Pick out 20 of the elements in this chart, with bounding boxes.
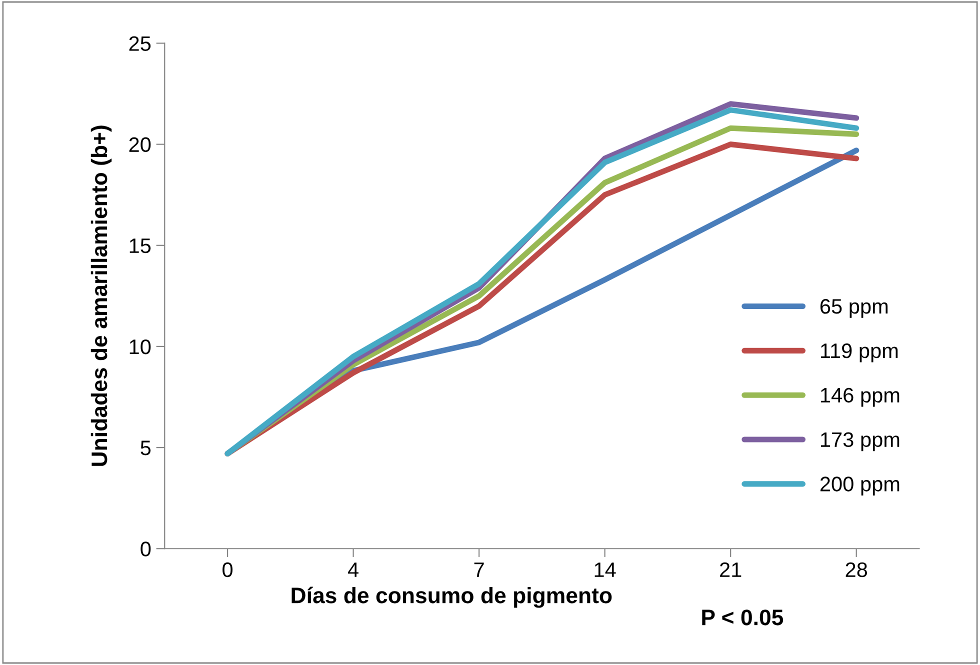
x-axis-title: Días de consumo de pigmento (292, 586, 612, 608)
legend-label: 146 ppm (821, 388, 900, 407)
x-tick-label: 0 (222, 562, 232, 578)
legend-label: 200 ppm (820, 476, 900, 496)
x-tick-label: 14 (594, 562, 616, 577)
y-tick-label: 15 (130, 238, 151, 254)
x-tick-label: 7 (474, 562, 484, 577)
x-tick-label: 28 (846, 562, 868, 578)
legend-label: 65 ppm (820, 299, 888, 318)
y-tick-label: 25 (129, 36, 151, 51)
y-tick-label: 0 (140, 542, 151, 556)
y-tick-label: 20 (129, 137, 151, 152)
legend-label: 173 ppm (821, 432, 900, 452)
x-tick-label: 4 (348, 562, 358, 577)
text: P < 0.05 (702, 610, 784, 626)
y-tick-label: 10 (130, 339, 151, 354)
x-tick-label: 21 (720, 562, 742, 577)
y-tick-label: 5 (140, 440, 151, 456)
y-axis-title: Unidades de amarillamiento (b+) (90, 126, 112, 466)
legend-label: 119 ppm (821, 343, 898, 362)
